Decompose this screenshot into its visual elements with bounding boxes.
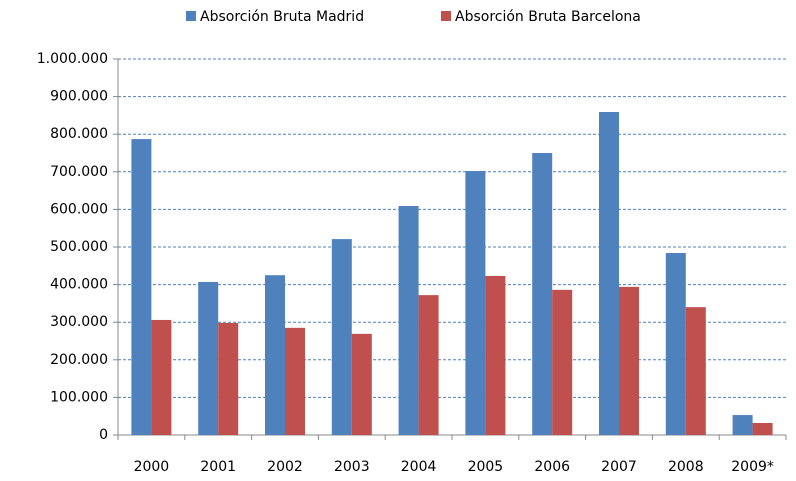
x-tick-label: 2009* — [731, 459, 774, 475]
legend-swatch — [186, 11, 196, 21]
y-tick-label: 800.000 — [50, 126, 108, 142]
bar — [131, 139, 152, 435]
bar — [752, 422, 773, 435]
x-tick-label: 2005 — [468, 459, 504, 475]
legend-label: Absorción Bruta Madrid — [200, 9, 364, 25]
bar — [285, 327, 305, 435]
bar — [151, 319, 172, 435]
x-tick-label: 2002 — [267, 459, 303, 475]
y-tick-label: 900.000 — [50, 89, 108, 105]
legend-swatch — [441, 11, 451, 21]
bar — [351, 333, 372, 435]
bar — [685, 307, 706, 435]
x-tick-label: 2004 — [401, 459, 437, 475]
x-tick-label: 2008 — [668, 459, 704, 475]
bar — [198, 281, 219, 435]
bar — [619, 286, 639, 435]
x-tick-label: 2000 — [134, 459, 170, 475]
y-tick-label: 500.000 — [50, 239, 108, 255]
x-tick-label: 2001 — [200, 459, 236, 475]
bar — [398, 206, 419, 435]
x-tick-label: 2007 — [601, 459, 637, 475]
y-tick-label: 200.000 — [50, 352, 108, 368]
bar — [552, 289, 573, 435]
y-tick-label: 0 — [99, 427, 108, 443]
bar — [485, 275, 506, 435]
y-tick-label: 1.000.000 — [37, 51, 108, 67]
y-tick-label: 300.000 — [50, 314, 108, 330]
y-tick-label: 600.000 — [50, 201, 108, 217]
bar — [665, 253, 686, 435]
legend-label: Absorción Bruta Barcelona — [455, 9, 641, 25]
bar — [418, 295, 439, 435]
y-tick-label: 100.000 — [50, 389, 108, 405]
bar — [265, 275, 285, 435]
bar — [465, 171, 486, 435]
y-tick-label: 700.000 — [50, 164, 108, 180]
x-tick-label: 2003 — [334, 459, 370, 475]
bar — [732, 415, 753, 435]
bar — [532, 153, 553, 435]
y-tick-label: 400.000 — [50, 277, 108, 293]
bar — [599, 112, 619, 436]
bar — [218, 322, 239, 435]
bar — [331, 239, 352, 435]
x-tick-label: 2006 — [534, 459, 570, 475]
